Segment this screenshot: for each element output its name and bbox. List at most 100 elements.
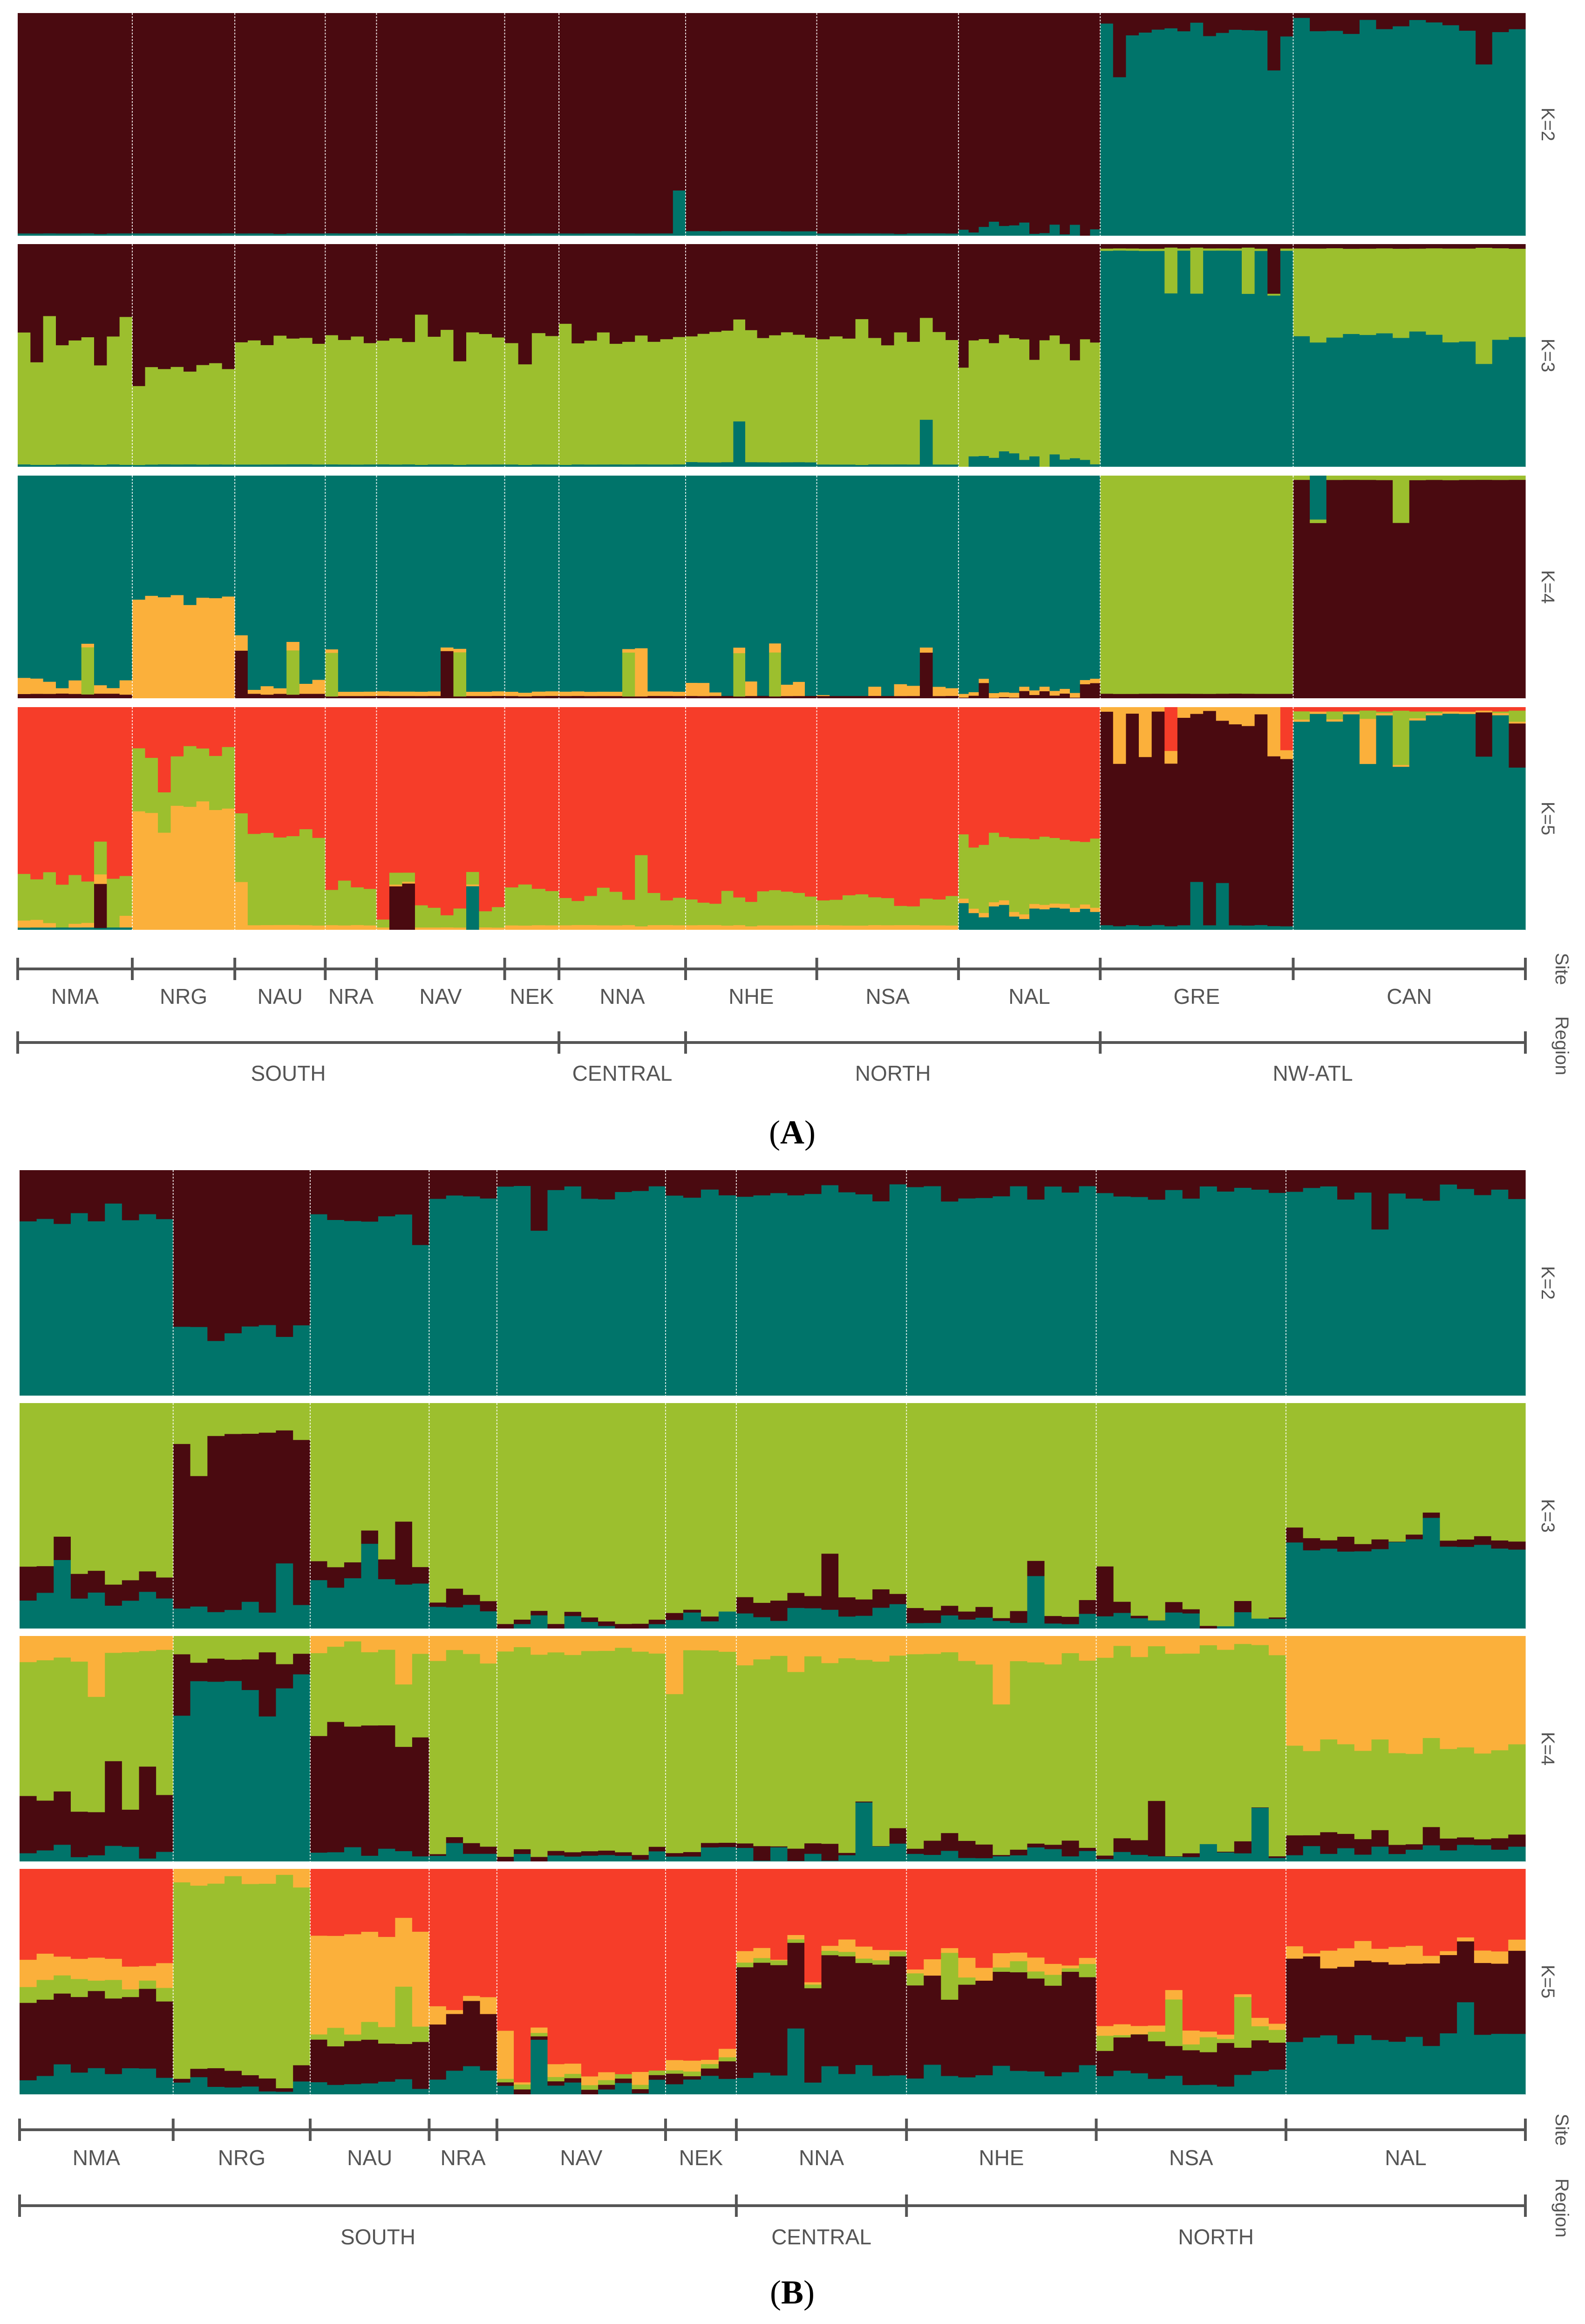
- bar-segment: [1203, 36, 1217, 236]
- bar-segment: [770, 1403, 788, 1601]
- bar-segment: [736, 1967, 754, 2079]
- bar-segment: [119, 927, 133, 930]
- bar-segment: [1182, 1653, 1200, 1854]
- bar-segment: [598, 1651, 615, 1851]
- bar-segment: [1268, 1869, 1286, 2024]
- bar-segment: [344, 1562, 362, 1579]
- bar-segment: [1354, 2035, 1372, 2095]
- bar-segment: [906, 1985, 924, 2079]
- bar-segment: [1393, 710, 1410, 765]
- bar-segment: [1096, 2026, 1114, 2036]
- bar-segment: [787, 1848, 805, 1861]
- bar-segment: [1320, 2035, 1338, 2095]
- bar-segment: [855, 244, 869, 320]
- bar-segment: [1044, 1975, 1062, 1986]
- bar-segment: [351, 336, 364, 465]
- bar-segment: [173, 1869, 191, 1883]
- bar-segment: [958, 13, 969, 230]
- bar-segment: [781, 684, 793, 696]
- bar-segment: [1009, 225, 1020, 236]
- bar-segment: [293, 1654, 311, 1675]
- bar-segment: [132, 707, 146, 749]
- bar-segment: [276, 1636, 293, 1664]
- bar-segment: [769, 244, 782, 336]
- bar-segment: [1049, 244, 1060, 336]
- bar-segment: [235, 233, 248, 236]
- bar-segment: [1268, 1858, 1286, 1862]
- bar-segment: [81, 643, 95, 648]
- bar-segment: [1126, 244, 1139, 249]
- bar-segment: [276, 1688, 293, 1862]
- bar-segment: [1113, 1613, 1131, 1629]
- bar-segment: [310, 1936, 328, 2035]
- bar-segment: [463, 1403, 481, 1595]
- bar-segment: [1267, 926, 1281, 930]
- bar-segment: [1426, 707, 1443, 712]
- bar-segment: [1508, 1403, 1526, 1542]
- bar-segment: [1027, 1971, 1045, 1979]
- bar-segment: [1148, 1621, 1166, 1629]
- bar-segment: [1217, 1869, 1235, 2035]
- bar-segment: [635, 926, 648, 930]
- bar-segment: [81, 694, 95, 699]
- bar-segment: [1326, 31, 1343, 236]
- bar-segment: [1508, 1950, 1526, 2034]
- bar-segment: [941, 1636, 959, 1653]
- bar-segment: [855, 1403, 873, 1600]
- bar-segment: [989, 906, 1000, 930]
- bar-segment: [1190, 22, 1204, 236]
- bar-segment: [1442, 480, 1460, 699]
- bar-segment: [173, 1882, 191, 2079]
- bar-segment: [1010, 1855, 1028, 1862]
- bar-segment: [718, 1636, 737, 1652]
- bar-segment: [1019, 914, 1030, 920]
- bar-segment: [999, 900, 1010, 906]
- bar-segment: [363, 13, 377, 234]
- bar-segment: [497, 2082, 514, 2086]
- bar-segment: [190, 1636, 208, 1663]
- bar-segment: [1069, 707, 1081, 842]
- bar-segment: [54, 1170, 71, 1224]
- bar-segment: [648, 1869, 666, 2071]
- bar-segment: [312, 707, 326, 838]
- bar-segment: [466, 13, 480, 234]
- bar-segment: [395, 1170, 413, 1215]
- bar-segment: [872, 1950, 890, 1961]
- bar-segment: [733, 925, 746, 930]
- bar-segment: [119, 707, 133, 876]
- bar-segment: [805, 476, 817, 696]
- bar-segment: [855, 319, 869, 465]
- bar-segment: [1293, 480, 1310, 699]
- bar-segment: [564, 1852, 582, 1857]
- bar-segment: [545, 336, 559, 465]
- bar-segment: [235, 464, 248, 467]
- bar-segment: [999, 13, 1010, 226]
- bar-segment: [1148, 1856, 1166, 1862]
- bar-segment: [1242, 707, 1255, 727]
- bar-segment: [1268, 1403, 1286, 1618]
- bar-segment: [1442, 25, 1460, 236]
- bar-segment: [855, 233, 869, 236]
- bar-segment: [1182, 1869, 1200, 2031]
- bar-segment: [224, 1403, 242, 1434]
- bar-segment: [312, 476, 326, 680]
- bar-segment: [446, 1843, 463, 1862]
- bar-segment: [598, 1626, 615, 1629]
- bar-segment: [1010, 1403, 1028, 1611]
- bar-segment: [132, 748, 146, 812]
- bar-segment: [781, 13, 793, 232]
- bar-segment: [1405, 1199, 1423, 1396]
- bar-segment: [480, 1170, 497, 1199]
- bar-segment: [1217, 1852, 1235, 1862]
- bar-segment: [156, 1577, 174, 1599]
- bar-segment: [989, 693, 1000, 698]
- bar-segment: [54, 1975, 71, 1994]
- region-label: NORTH: [855, 1061, 931, 1085]
- bar-segment: [54, 1791, 71, 1845]
- bar-segment: [622, 233, 635, 236]
- bar-segment: [757, 707, 769, 892]
- bar-segment: [660, 476, 673, 692]
- bar-segment: [402, 342, 415, 465]
- bar-segment: [1508, 1636, 1526, 1745]
- bar-segment: [889, 1950, 907, 1952]
